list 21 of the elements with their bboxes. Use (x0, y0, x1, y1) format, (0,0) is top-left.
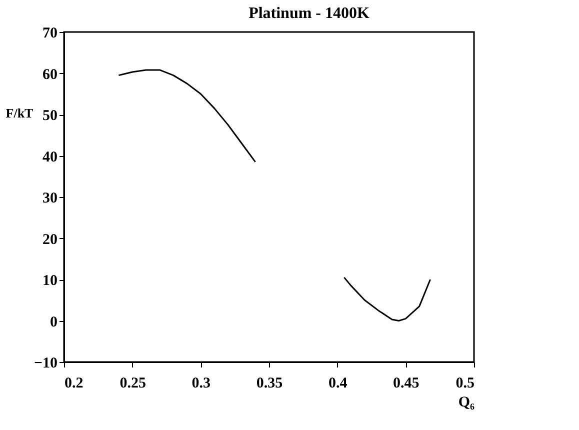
y-tick-label: 70 (42, 26, 58, 42)
x-tick-label: 0.25 (120, 376, 146, 392)
y-tick-label: −10 (34, 356, 58, 372)
line-series (118, 69, 256, 163)
y-tick-label: 10 (42, 273, 58, 289)
x-tick-label: 0.35 (256, 376, 283, 392)
x-tick-label: 0.2 (64, 376, 84, 392)
y-tick-label: 50 (42, 108, 58, 124)
line-series (343, 276, 432, 322)
x-tick-label: 0.5 (456, 376, 474, 392)
chart-title: Platinum - 1400K (248, 5, 370, 22)
x-tick-label: 0.3 (192, 376, 211, 392)
x-tick-label: 0.45 (393, 376, 420, 392)
x-tick-label: 0.4 (328, 376, 348, 392)
y-axis-title: F/kT (6, 106, 34, 120)
y-tick-label: 40 (42, 149, 58, 166)
y-tick-label: 20 (42, 232, 58, 248)
x-axis-title: Q₆ (458, 394, 475, 410)
y-tick-label: 0 (50, 314, 58, 330)
y-tick-label: 60 (42, 66, 58, 83)
y-tick-label: 30 (42, 190, 58, 206)
